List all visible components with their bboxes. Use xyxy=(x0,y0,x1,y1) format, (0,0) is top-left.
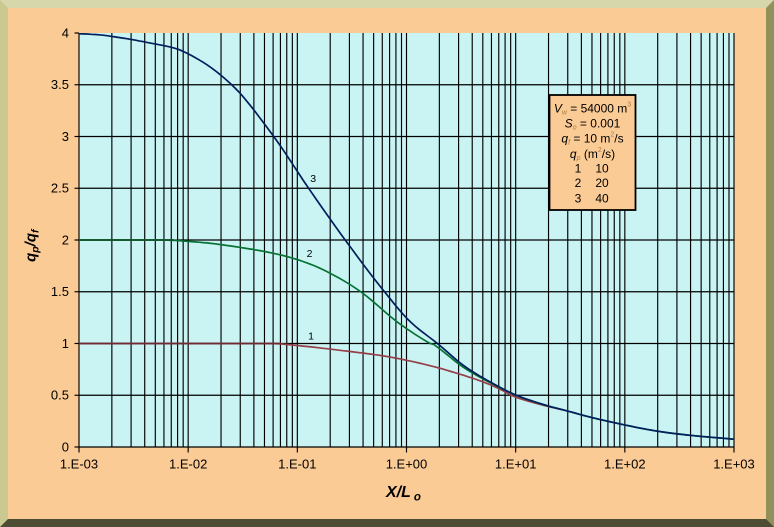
svg-text:3: 3 xyxy=(575,191,582,205)
svg-text:qp/qf: qp/qf xyxy=(23,228,42,262)
svg-text:1.E+01: 1.E+01 xyxy=(495,456,537,471)
svg-text:1.E+00: 1.E+00 xyxy=(386,456,428,471)
svg-text:2: 2 xyxy=(575,176,582,190)
svg-text:3.5: 3.5 xyxy=(51,77,69,92)
svg-text:1.E-01: 1.E-01 xyxy=(278,456,316,471)
svg-text:2: 2 xyxy=(62,232,69,247)
svg-text:Vw = 54000 m3: Vw = 54000 m3 xyxy=(554,101,631,116)
svg-text:2: 2 xyxy=(307,248,313,260)
svg-text:0.5: 0.5 xyxy=(51,388,69,403)
svg-text:3: 3 xyxy=(62,129,69,144)
svg-text:2.5: 2.5 xyxy=(51,181,69,196)
svg-text:40: 40 xyxy=(595,191,609,205)
svg-text:1.E-03: 1.E-03 xyxy=(60,456,98,471)
svg-text:So = 0.001: So = 0.001 xyxy=(565,116,621,131)
svg-text:X/Lo: X/L o xyxy=(385,484,421,504)
svg-text:1: 1 xyxy=(308,331,314,343)
svg-text:1.5: 1.5 xyxy=(51,284,69,299)
svg-text:qf = 10 m2/s: qf = 10 m2/s xyxy=(561,131,623,146)
svg-text:10: 10 xyxy=(595,162,609,176)
svg-text:4: 4 xyxy=(62,25,69,40)
svg-text:1: 1 xyxy=(62,336,69,351)
svg-text:1.E-02: 1.E-02 xyxy=(169,456,207,471)
svg-text:qp (m2/s): qp (m2/s) xyxy=(570,147,615,162)
svg-text:1.E+02: 1.E+02 xyxy=(604,456,646,471)
svg-text:20: 20 xyxy=(595,176,609,190)
svg-text:1.E+03: 1.E+03 xyxy=(713,456,755,471)
svg-text:1: 1 xyxy=(575,162,582,176)
svg-text:3: 3 xyxy=(310,173,316,185)
svg-text:0: 0 xyxy=(62,439,69,454)
